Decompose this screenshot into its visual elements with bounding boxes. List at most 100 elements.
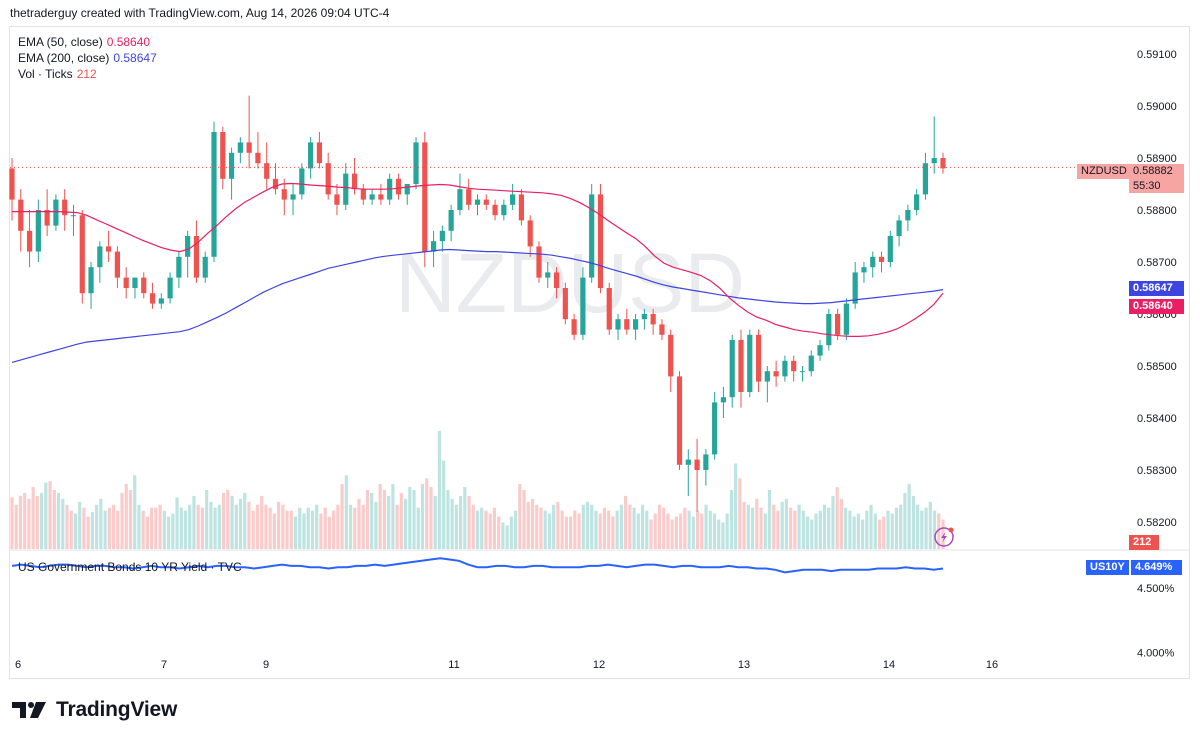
- candle: [255, 132, 261, 169]
- volume-bar: [52, 490, 56, 549]
- legend-volume[interactable]: Vol · Ticks 212: [18, 66, 157, 82]
- volume-bar: [416, 507, 420, 549]
- time-axis: 6 7 9 11 12 13 14 16: [15, 659, 998, 671]
- candle: [782, 355, 788, 382]
- candle: [35, 199, 41, 262]
- volume-bar: [353, 507, 357, 549]
- chart-frame[interactable]: [9, 26, 1190, 679]
- volume-bar: [35, 495, 39, 549]
- volume-bar: [662, 507, 666, 549]
- volume-bar: [848, 510, 852, 549]
- volume-bar: [869, 504, 873, 549]
- volume-bar: [166, 516, 171, 549]
- tradingview-footer[interactable]: TradingView: [12, 697, 177, 723]
- candle: [571, 314, 577, 340]
- volume-bar: [636, 513, 640, 549]
- volume-bar: [835, 487, 839, 549]
- candle: [211, 121, 217, 262]
- volume-bar: [480, 507, 484, 549]
- volume-bar: [391, 484, 395, 549]
- volume-bar: [323, 507, 327, 549]
- volume-bar: [742, 501, 746, 549]
- price-tick-label: 0.58700: [1137, 257, 1177, 269]
- legend-ema200[interactable]: EMA (200, close) 0.58647: [18, 50, 157, 66]
- candle: [79, 210, 85, 304]
- volume-bar: [573, 510, 577, 549]
- candle: [545, 262, 551, 288]
- time-axis-label: 11: [448, 659, 459, 671]
- volume-bar: [484, 510, 488, 549]
- volume-bar: [611, 516, 615, 549]
- volume-bar: [99, 498, 103, 549]
- volume-bar: [569, 516, 573, 549]
- volume-bar: [632, 507, 636, 549]
- volume-bar: [865, 510, 869, 549]
- volume-bar: [247, 501, 251, 549]
- candle: [360, 184, 366, 205]
- volume-bar: [69, 510, 73, 549]
- volume-bar: [310, 510, 315, 549]
- candle: [527, 215, 533, 257]
- volume-bar: [916, 504, 920, 549]
- volume-bar: [657, 504, 662, 549]
- volume-bar: [281, 504, 285, 549]
- volume-bar: [336, 504, 340, 549]
- candle: [62, 189, 68, 231]
- volume-bar: [547, 513, 552, 549]
- volume-bar: [598, 513, 602, 549]
- volume-bar: [581, 504, 585, 549]
- tradingview-brand: TradingView: [56, 698, 178, 721]
- candle: [106, 230, 112, 262]
- candle: [422, 132, 428, 268]
- volume-bar: [31, 487, 35, 549]
- volume-bar: [48, 481, 52, 549]
- volume-bar: [277, 501, 281, 549]
- legend-ema50[interactable]: EMA (50, close) 0.58640: [18, 34, 157, 50]
- candle: [299, 163, 305, 200]
- lightning-icon[interactable]: [934, 527, 954, 547]
- volume-bar: [805, 516, 810, 549]
- volume-bar: [535, 504, 539, 549]
- volume-bar: [615, 510, 619, 549]
- volume-bar: [712, 513, 717, 549]
- volume-bar: [894, 507, 899, 549]
- candle: [185, 230, 191, 278]
- volume-bar: [776, 510, 780, 549]
- volume-bar: [526, 501, 530, 549]
- volume-bar: [687, 510, 691, 549]
- volume-bar: [814, 513, 818, 549]
- volume-bar: [116, 510, 120, 549]
- volume-bar: [810, 519, 814, 549]
- sub-pane-legend[interactable]: US Government Bonds 10 YR Yield · TVC: [18, 559, 242, 575]
- volume-bar: [890, 513, 894, 549]
- volume-bar: [695, 510, 700, 549]
- candle: [290, 184, 296, 216]
- volume-bar: [150, 507, 154, 549]
- candle: [641, 308, 647, 330]
- candle: [281, 178, 287, 216]
- volume-bar: [937, 513, 941, 549]
- volume-bar: [293, 516, 298, 549]
- candle: [606, 282, 612, 335]
- volume-bar: [205, 490, 209, 549]
- volume-bar: [873, 513, 877, 549]
- candle: [896, 215, 902, 247]
- volume-bar: [628, 504, 632, 549]
- candle: [791, 355, 797, 382]
- last-price-value: 0.58882: [1133, 165, 1173, 177]
- volume-bar: [911, 495, 915, 549]
- volume-bar: [624, 495, 628, 549]
- volume-bar: [852, 516, 856, 549]
- volume-bar: [818, 510, 822, 549]
- volume-bar: [18, 495, 23, 549]
- candle: [922, 152, 929, 200]
- volume-bar: [141, 510, 145, 549]
- candle: [70, 204, 77, 236]
- volume-bar: [674, 516, 678, 549]
- volume-bar: [594, 510, 598, 549]
- price-tick-label: 0.58400: [1137, 413, 1177, 425]
- candle: [457, 173, 463, 216]
- volume-bar: [243, 492, 247, 549]
- candle: [729, 334, 735, 408]
